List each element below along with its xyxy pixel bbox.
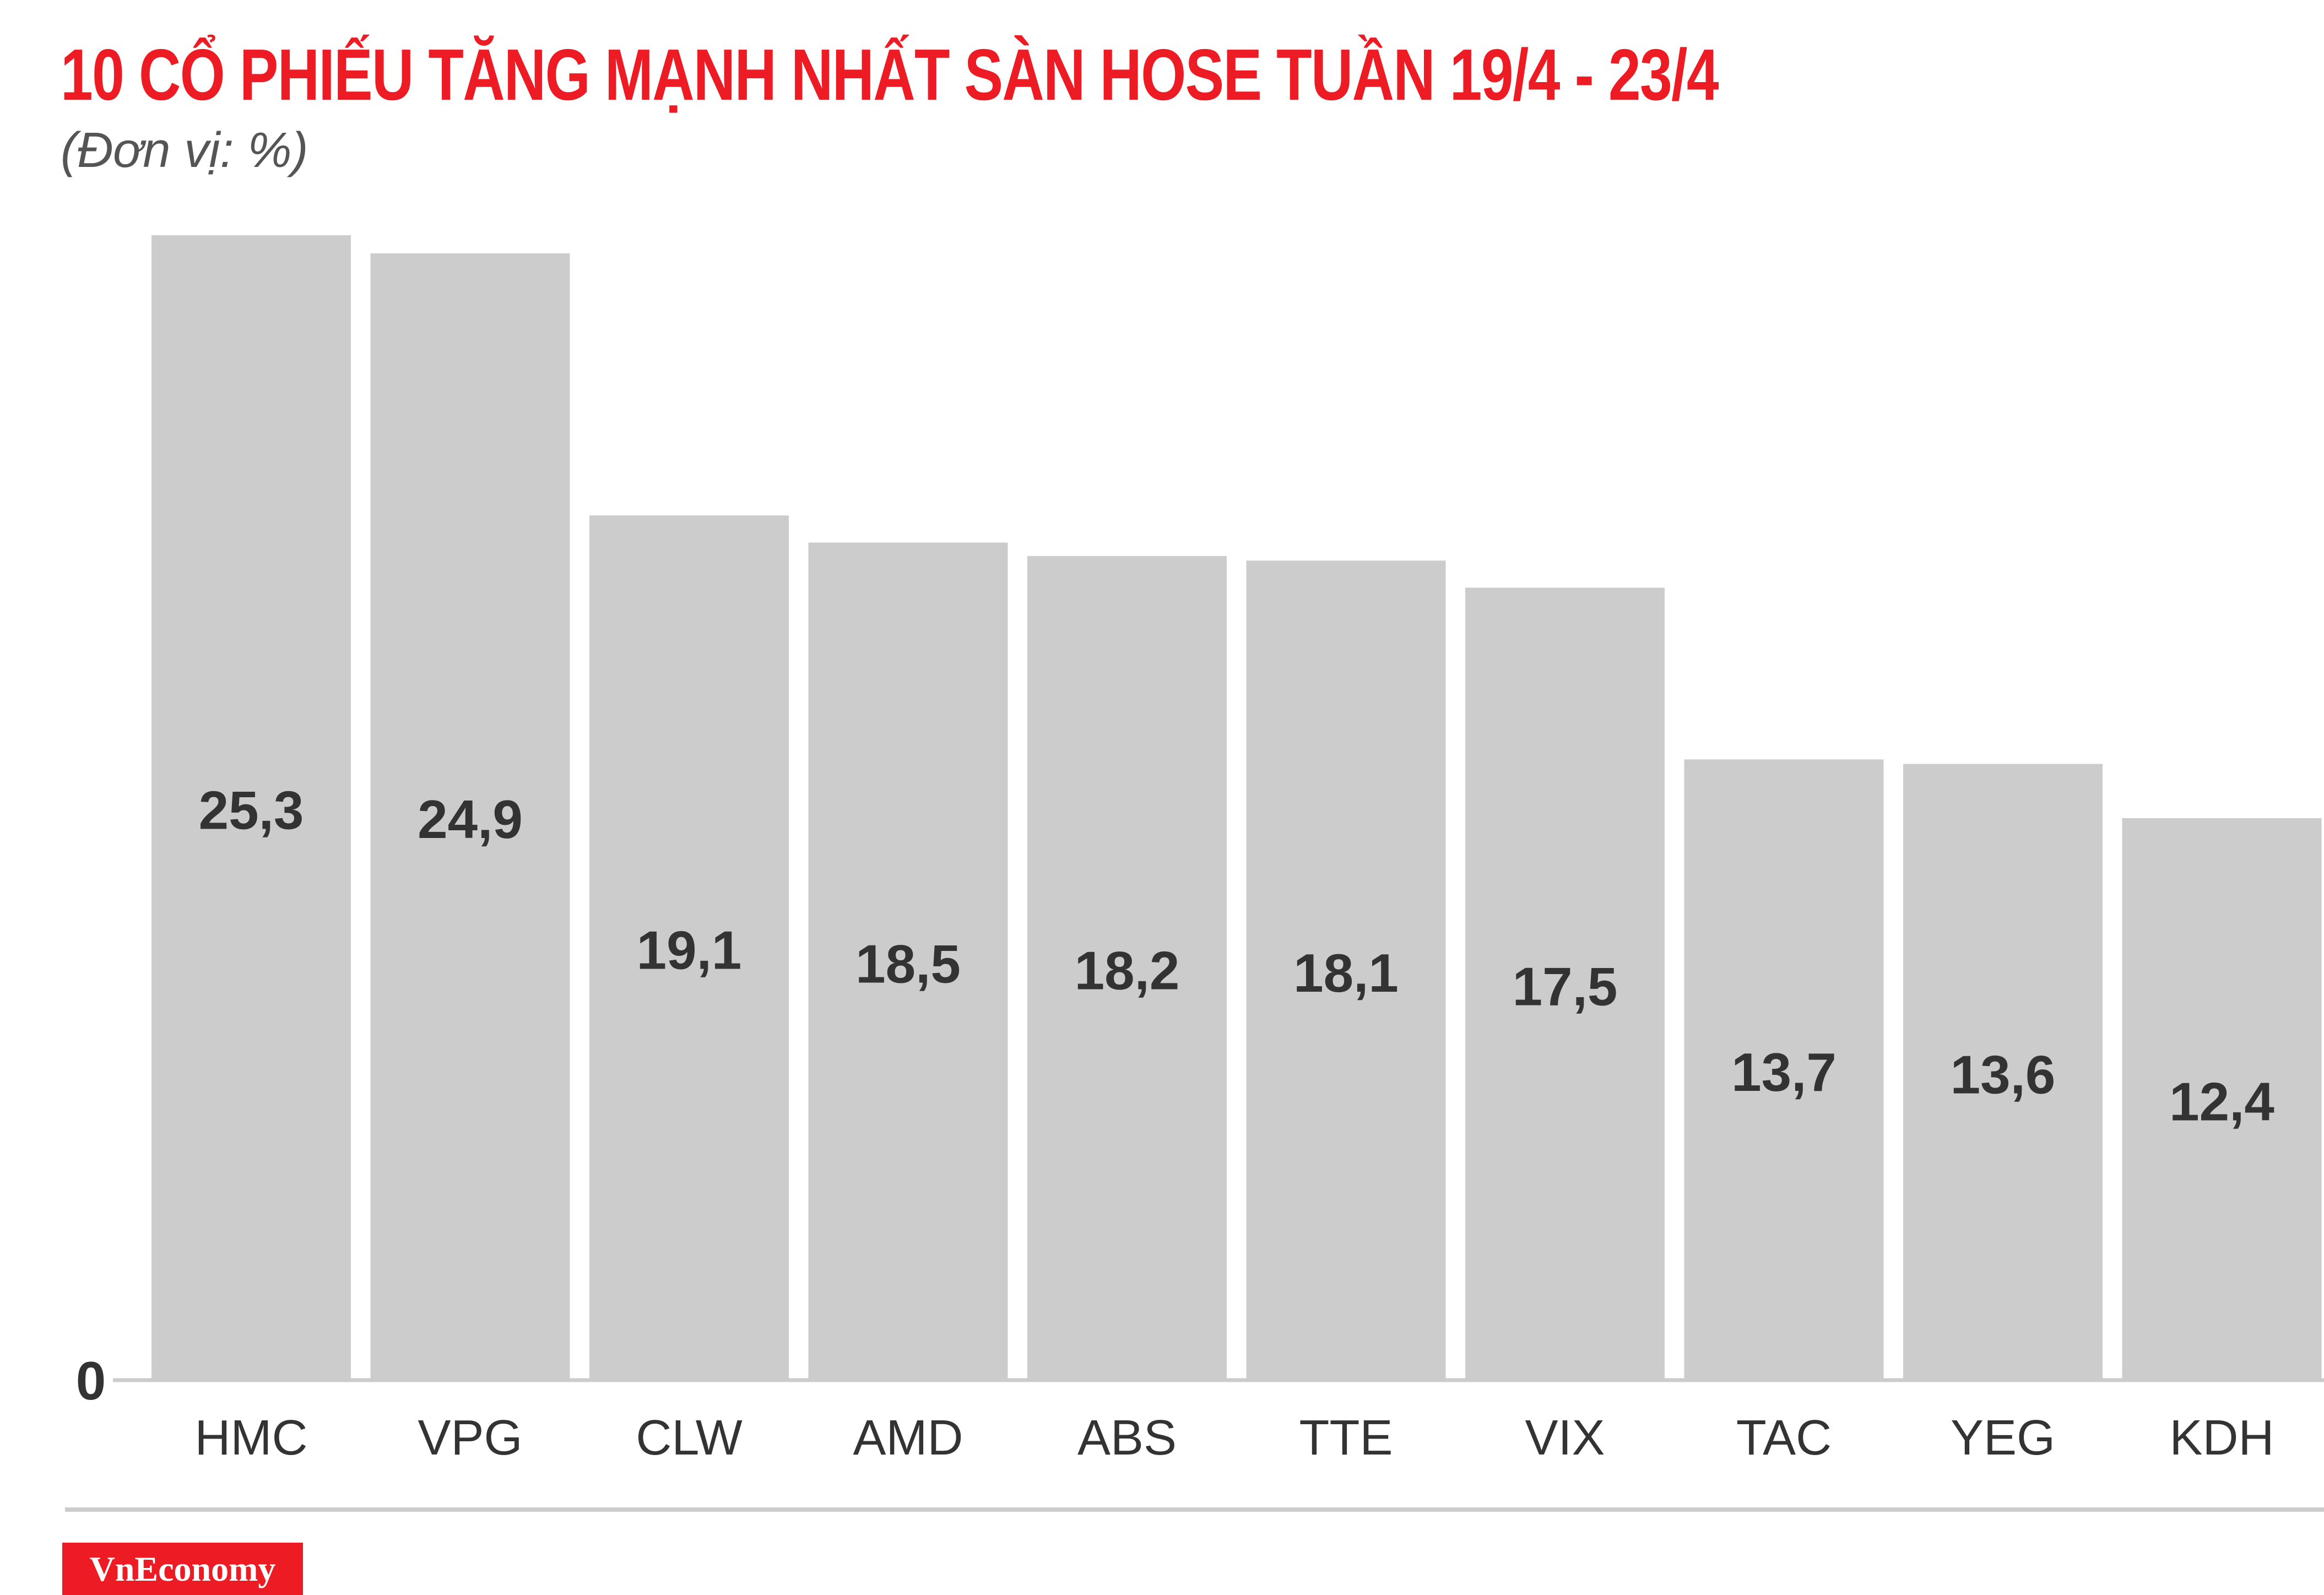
bar-tte	[1246, 560, 1446, 1378]
x-tick-label: VPG	[418, 1410, 522, 1466]
bar-value-label: 17,5	[1513, 956, 1618, 1017]
bar-kdh	[2122, 818, 2322, 1378]
x-tick-label: VIX	[1525, 1410, 1605, 1466]
footer-divider	[65, 1507, 2324, 1512]
vneconomy-logo: VnEconomy	[62, 1543, 303, 1595]
bar-vpg	[370, 253, 570, 1378]
bar-value-label: 24,9	[418, 789, 523, 850]
bar-value-label: 18,1	[1293, 943, 1399, 1003]
bar-hmc	[151, 235, 351, 1378]
bar-abs	[1027, 556, 1227, 1378]
bar-amd	[808, 542, 1008, 1378]
bar-value-label: 12,4	[2169, 1072, 2274, 1132]
chart-title: 10 CỔ PHIẾU TĂNG MẠNH NHẤT SÀN HOSE TUẦN…	[61, 34, 1719, 115]
bar-value-label: 13,6	[1951, 1044, 2056, 1105]
bar-yeg	[1903, 764, 2103, 1378]
chart-subtitle: (Đơn vị: %)	[61, 123, 308, 178]
bar-value-label: 25,3	[199, 780, 304, 841]
bar-value-label: 18,2	[1075, 940, 1180, 1001]
x-tick-label: TTE	[1299, 1410, 1393, 1466]
x-tick-label: CLW	[636, 1410, 742, 1466]
bar-vix	[1465, 587, 1665, 1378]
x-tick-label: ABS	[1077, 1410, 1177, 1466]
bar-chart: 25,3 HMC 24,9 VPG 19,1 CLW 18,5 AMD 18,2 ABS 18,1 T…	[76, 235, 2324, 1466]
x-tick-label: AMD	[853, 1410, 963, 1466]
bar-value-label: 18,5	[855, 933, 961, 994]
x-tick-label: YEG	[1951, 1410, 2055, 1466]
x-tick-label: KDH	[2169, 1410, 2274, 1466]
x-tick-label: TAC	[1736, 1410, 1832, 1466]
bar-value-label: 19,1	[637, 920, 742, 981]
x-tick-label: HMC	[195, 1410, 308, 1466]
y-tick-label: 0	[76, 1350, 106, 1411]
bar-tac	[1684, 759, 1884, 1378]
bar-value-label: 13,7	[1731, 1042, 1837, 1102]
bar-clw	[589, 515, 789, 1378]
